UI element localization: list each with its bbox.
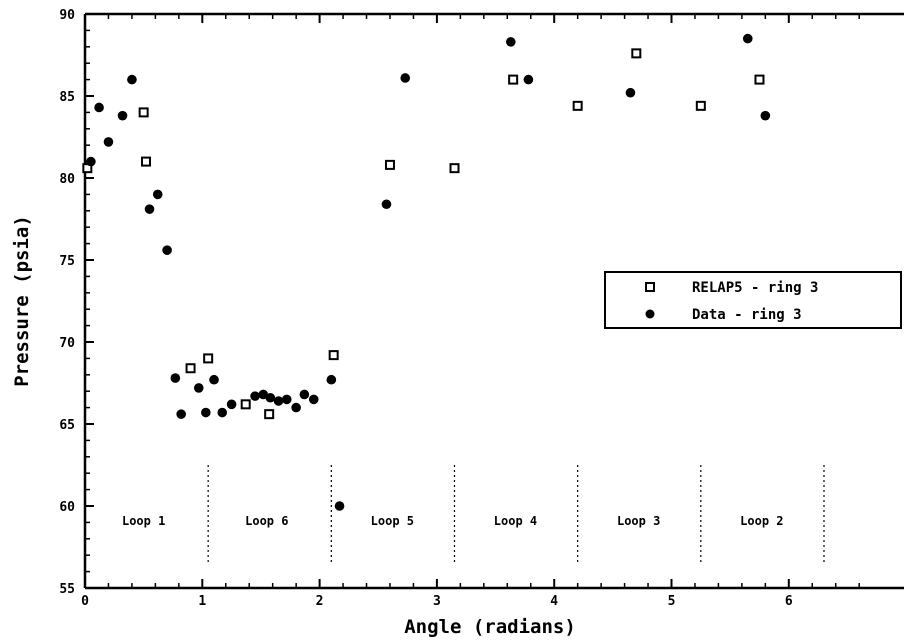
data-point [308,394,319,405]
legend-marker-data [645,309,655,319]
data-point [523,74,534,85]
data-point [86,156,96,167]
x-tick-label: 4 [550,594,558,609]
data-point [217,407,228,418]
data-point [103,137,114,147]
data-point [505,37,516,47]
y-tick-label: 55 [59,582,75,597]
relap5-point [185,363,196,374]
plot-frame [83,12,904,590]
data-point [273,396,284,406]
relap5-point [631,48,642,59]
data-point [127,74,137,85]
relap5-point [140,156,151,167]
x-tick-label: 2 [316,594,324,609]
legend: RELAP5 - ring 3 Data - ring 3 [604,271,902,329]
legend-marker-relap5 [645,282,655,292]
x-tick-label: 5 [668,594,676,609]
data-point [176,409,186,419]
relap5-point [203,353,214,364]
y-tick-label: 70 [59,336,75,351]
data-point [250,391,260,401]
x-axis-title: Angle (radians) [404,616,576,638]
data-point [201,407,211,418]
loop-label: Loop 1 [122,514,165,528]
data-point [625,87,636,98]
y-tick-label: 85 [59,90,75,105]
loop-label: Loop 3 [617,514,660,528]
data-point [265,392,276,403]
data-point [152,189,163,200]
y-axis-title: Pressure (psia) [11,215,33,387]
data-point [226,399,237,410]
data-point [760,110,771,121]
legend-box [604,271,902,329]
relap5-point [572,100,583,111]
relap5-point [754,74,765,85]
data-points [82,33,771,511]
data-point [162,245,172,255]
legend-label-data: Data - ring 3 [692,307,802,323]
loop-label: Loop 6 [245,514,288,528]
data-point [117,110,128,121]
data-point [291,402,301,413]
relap5-point [240,399,251,410]
x-tick-label: 6 [785,594,793,609]
loop-label: Loop 4 [494,514,537,528]
y-tick-label: 60 [59,500,75,515]
data-point [209,374,219,385]
loop-labels: Loop 1 Loop 6 Loop 5 Loop 4 Loop 3 Loop 2 [122,514,784,528]
x-tick-label: 0 [81,594,89,609]
loop-label: Loop 5 [371,514,414,528]
data-point [170,373,181,383]
relap5-point [328,350,339,361]
x-tick-label: 3 [433,594,441,609]
data-point [94,102,104,113]
relap5-point [508,74,519,85]
y-tick-label: 80 [59,172,75,187]
loop-dividers [207,465,825,564]
data-point [742,33,753,44]
y-tick-label: 75 [59,254,75,269]
y-tick-label: 90 [59,8,75,23]
relap5-point [264,409,275,420]
data-point [144,204,155,214]
relap5-point [138,107,149,118]
data-point [334,501,345,511]
data-point [299,389,310,400]
data-point [326,374,337,385]
relap5-point [449,163,460,174]
data-point [193,383,204,393]
loop-label: Loop 2 [740,514,783,528]
relap5-point [695,100,706,111]
data-point [281,394,292,405]
data-point [381,199,392,210]
data-point [400,73,411,83]
legend-label-relap5: RELAP5 - ring 3 [692,280,818,296]
axis-tick-labels: 0 1 2 3 4 5 6 55 60 65 70 75 80 85 90 [59,8,793,609]
relap5-point [384,159,395,170]
axis-ticks [84,13,860,589]
y-tick-label: 65 [59,418,75,433]
x-tick-label: 1 [198,594,206,609]
